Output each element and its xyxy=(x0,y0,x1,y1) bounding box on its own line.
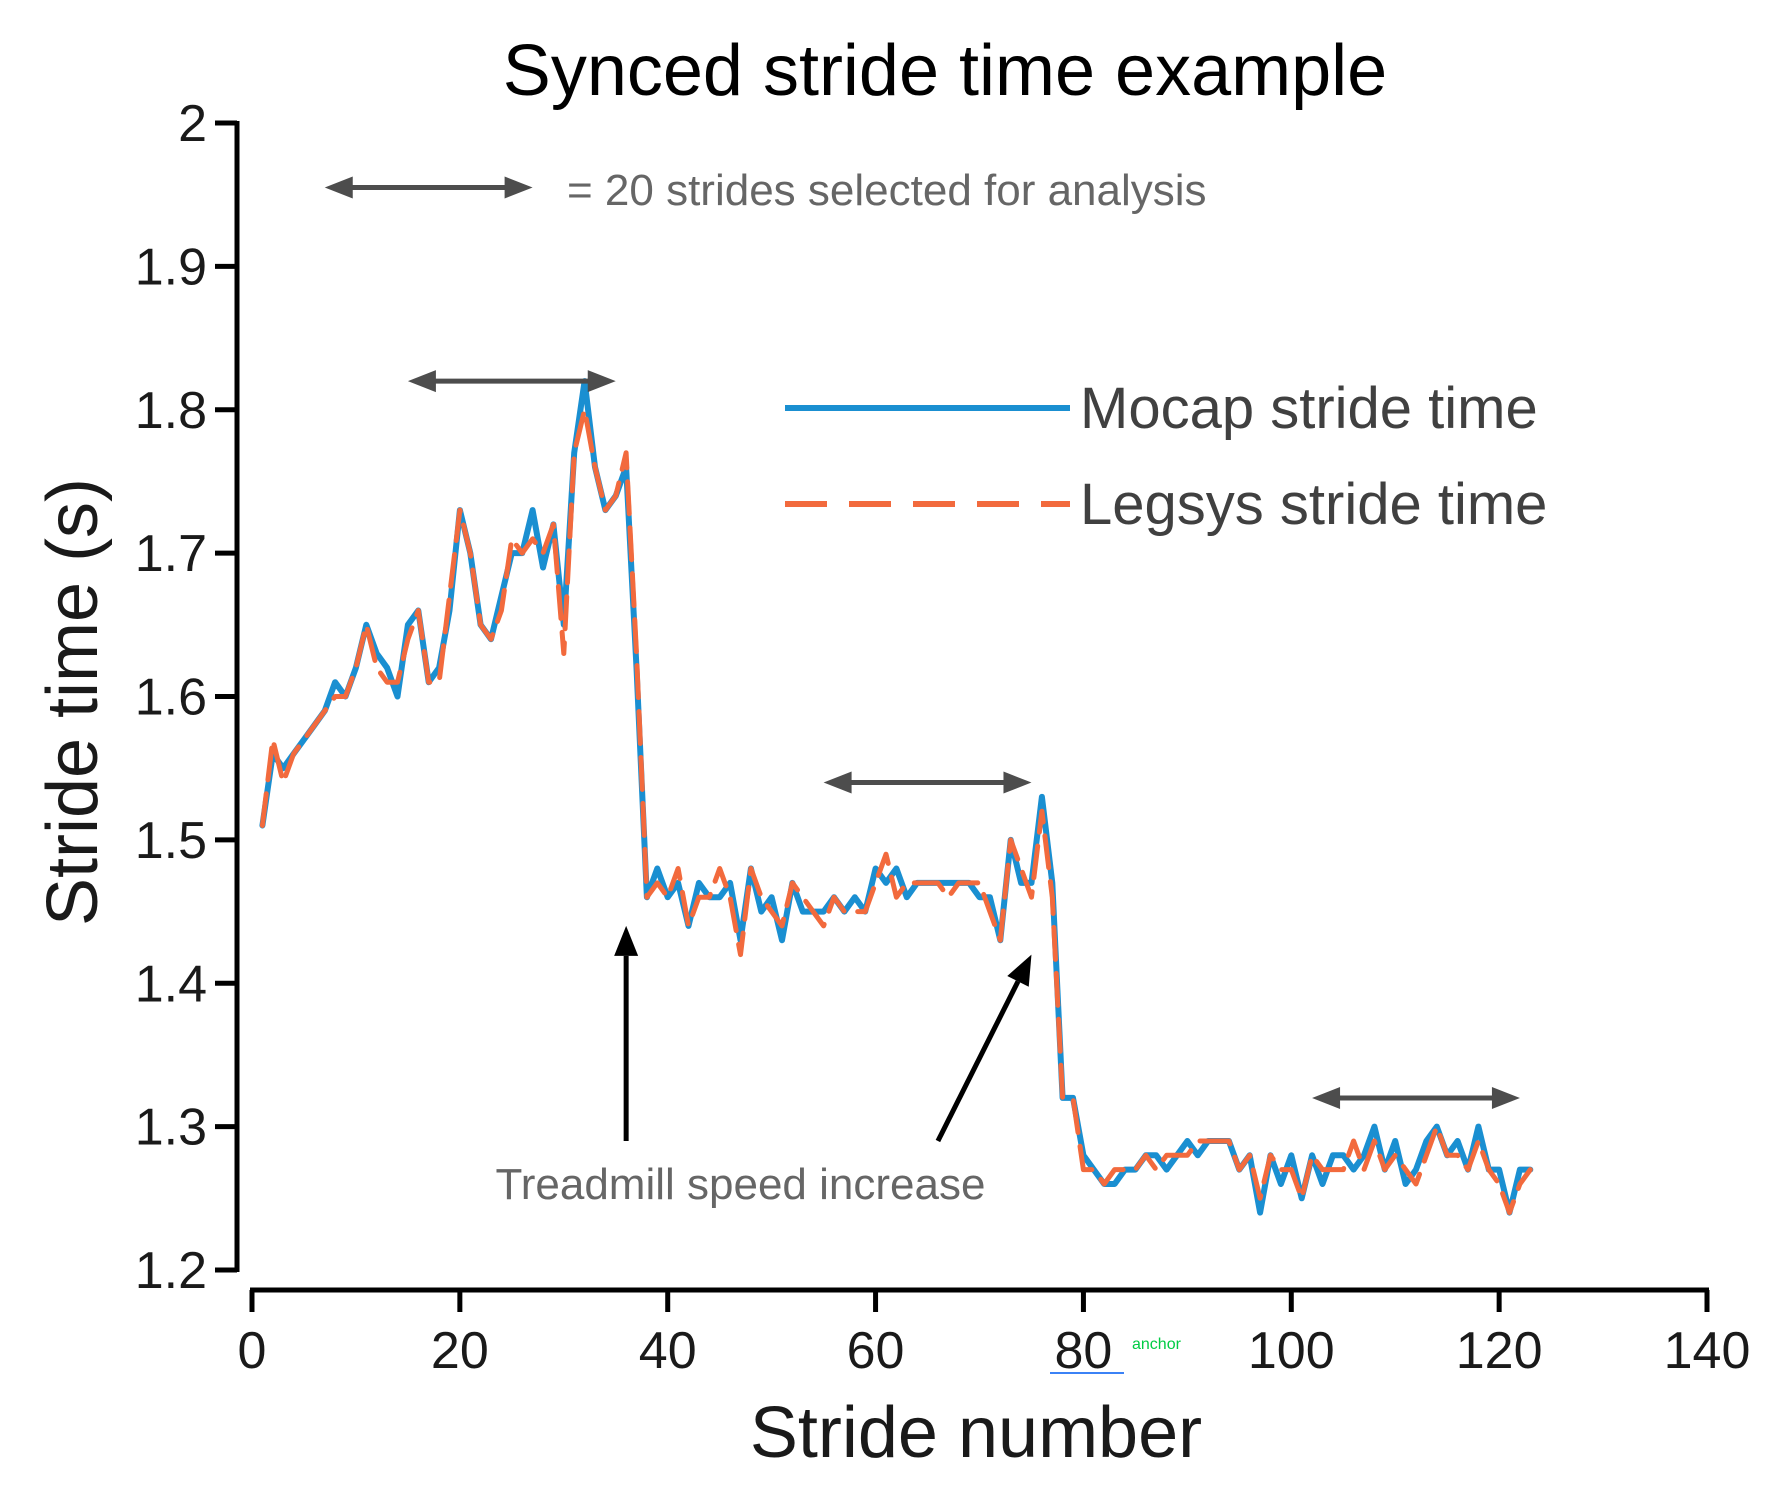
range-marker-arrow-head-left xyxy=(1312,1086,1341,1109)
range-marker-arrow xyxy=(823,771,1032,794)
series-line-legsys xyxy=(259,407,1533,1216)
x-tick-label: 60 xyxy=(847,1322,905,1380)
legend: Mocap stride time Legsys stride time xyxy=(785,376,1547,537)
speed-annotation-arrowhead xyxy=(614,925,639,956)
y-ticks: 1.2 1.3 1.4 1.5 1.6 1.7 1.8 1.9 2 xyxy=(135,95,237,1300)
selection-key-text: = 20 strides selected for analysis xyxy=(567,166,1207,215)
anchor-label: anchor xyxy=(1132,1336,1182,1353)
y-tick-label: 1.8 xyxy=(135,382,207,440)
y-tick-label: 1.9 xyxy=(135,238,207,296)
range-marker-arrow xyxy=(1312,1086,1520,1109)
x-tick-label: 140 xyxy=(1664,1322,1751,1380)
axes xyxy=(234,121,1709,1293)
anchor-mark: anchor xyxy=(1050,1336,1182,1374)
speed-annotation-text: Treadmill speed increase xyxy=(495,1160,985,1209)
legend-label-mocap: Mocap stride time xyxy=(1080,376,1538,441)
y-tick-label: 1.7 xyxy=(135,525,207,583)
speed-annotation-arrow xyxy=(935,980,1021,1143)
range-marker-arrow-head-left xyxy=(407,370,436,393)
selection-key: = 20 strides selected for analysis xyxy=(324,166,1207,215)
range-marker-arrow-head-right xyxy=(1003,771,1032,794)
y-axis-label: Stride time (s) xyxy=(33,478,113,926)
range-marker-arrow xyxy=(407,370,616,393)
x-tick-label: 20 xyxy=(431,1322,489,1380)
y-tick-label: 1.3 xyxy=(135,1099,207,1157)
y-tick-label: 2 xyxy=(178,95,207,153)
y-tick-label: 1.5 xyxy=(135,812,207,870)
chart-title: Synced stride time example xyxy=(503,31,1387,111)
y-tick-label: 1.6 xyxy=(135,669,207,727)
selection-key-arrow xyxy=(324,176,533,199)
x-tick-label: 80 xyxy=(1055,1322,1113,1380)
x-ticks: 0 20 40 60 80 100 120 140 xyxy=(238,1290,1751,1380)
x-axis-label: Stride number xyxy=(750,1393,1202,1473)
selection-key-arrow-head-left xyxy=(324,176,353,199)
x-tick-label: 120 xyxy=(1456,1322,1543,1380)
range-marker-arrow-head-right xyxy=(587,370,616,393)
selection-key-arrow-head-right xyxy=(504,176,533,199)
y-tick-label: 1.4 xyxy=(135,955,207,1013)
range-marker-arrow-head-left xyxy=(823,771,852,794)
speed-annotation: Treadmill speed increase xyxy=(495,925,1032,1209)
x-tick-label: 0 xyxy=(238,1322,267,1380)
series-layer xyxy=(259,378,1534,1216)
range-marker-arrow-head-right xyxy=(1491,1086,1520,1109)
speed-annotation-arrowhead xyxy=(1007,954,1032,987)
legend-label-legsys: Legsys stride time xyxy=(1080,472,1547,537)
y-tick-label: 1.2 xyxy=(135,1242,207,1300)
x-tick-label: 100 xyxy=(1248,1322,1335,1380)
range-markers xyxy=(407,370,1520,1109)
x-tick-label: 40 xyxy=(639,1322,697,1380)
